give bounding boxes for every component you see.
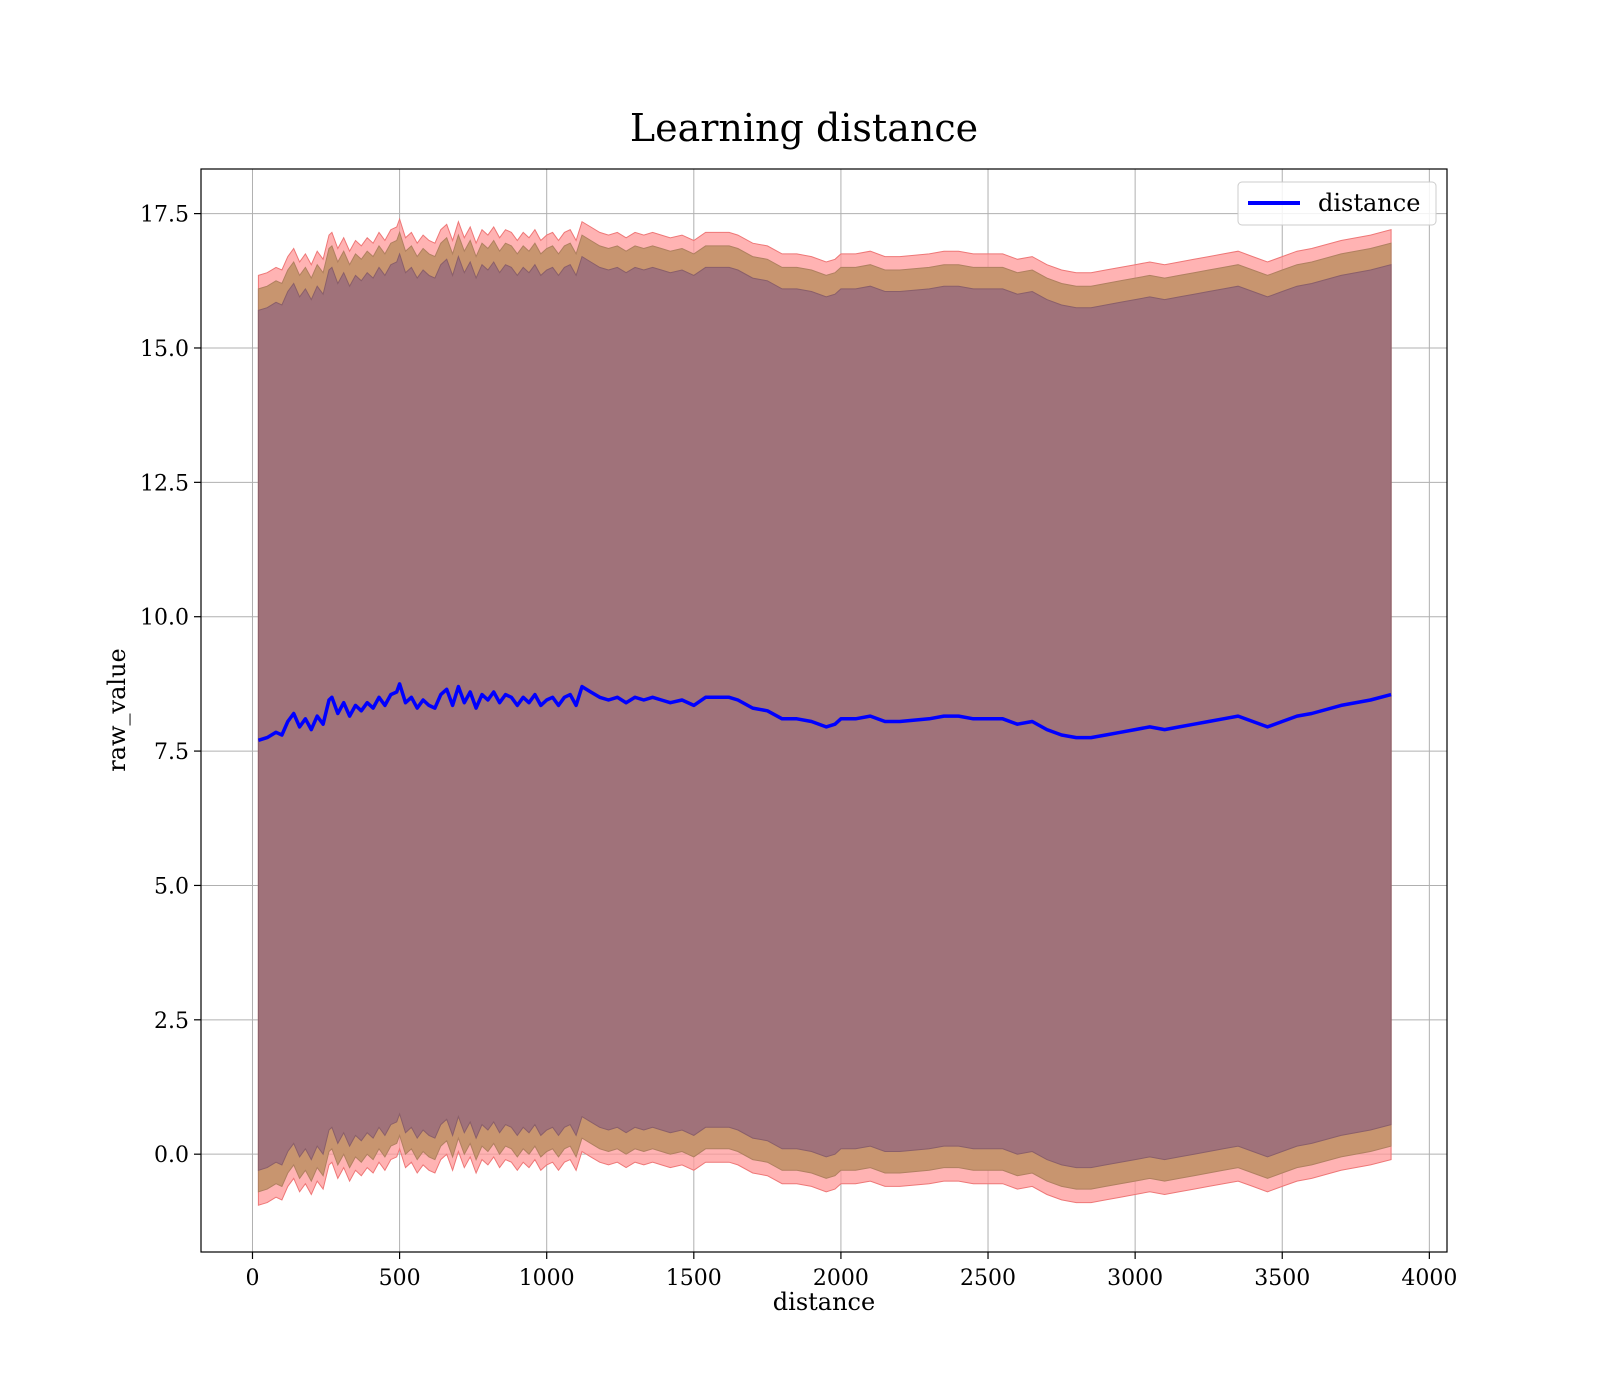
line-layer	[257, 682, 1392, 742]
x-tick-label: 1000	[519, 1266, 575, 1291]
y-tick-label: 2.5	[154, 1009, 189, 1034]
y-tick-label: 0.0	[154, 1143, 189, 1168]
y-tick-label: 5.0	[154, 874, 189, 899]
x-axis-ticks: 0 500 1000 1500 2000 2500 3000 3500 4000	[245, 1252, 1457, 1291]
x-tick-label: 0	[245, 1266, 259, 1291]
y-axis-label: raw_value	[103, 648, 131, 772]
y-tick-label: 10.0	[140, 606, 189, 631]
y-tick-label: 17.5	[140, 203, 189, 228]
x-tick-label: 3500	[1254, 1266, 1310, 1291]
plot-frame	[200, 168, 1448, 1253]
band-inner	[257, 252, 1392, 1171]
x-tick-label: 1500	[666, 1266, 722, 1291]
chart-title: Learning distance	[630, 106, 978, 150]
legend-label-distance: distance	[1318, 189, 1420, 217]
x-tick-label: 500	[379, 1266, 421, 1291]
x-tick-label: 4000	[1401, 1266, 1457, 1291]
y-tick-label: 7.5	[154, 740, 189, 765]
x-tick-label: 3000	[1107, 1266, 1163, 1291]
band-area	[257, 217, 1392, 1206]
x-tick-label: 2500	[960, 1266, 1016, 1291]
legend: distance	[1237, 181, 1437, 226]
y-axis-ticks: 0.0 2.5 5.0 7.5 10.0 12.5 15.0 17.5	[140, 203, 201, 1168]
y-tick-label: 15.0	[140, 337, 189, 362]
x-tick-label: 2000	[813, 1266, 869, 1291]
legend-box	[1237, 181, 1437, 226]
x-axis-label: distance	[773, 1288, 875, 1316]
series-line-distance	[257, 682, 1392, 742]
y-tick-label: 12.5	[140, 471, 189, 496]
